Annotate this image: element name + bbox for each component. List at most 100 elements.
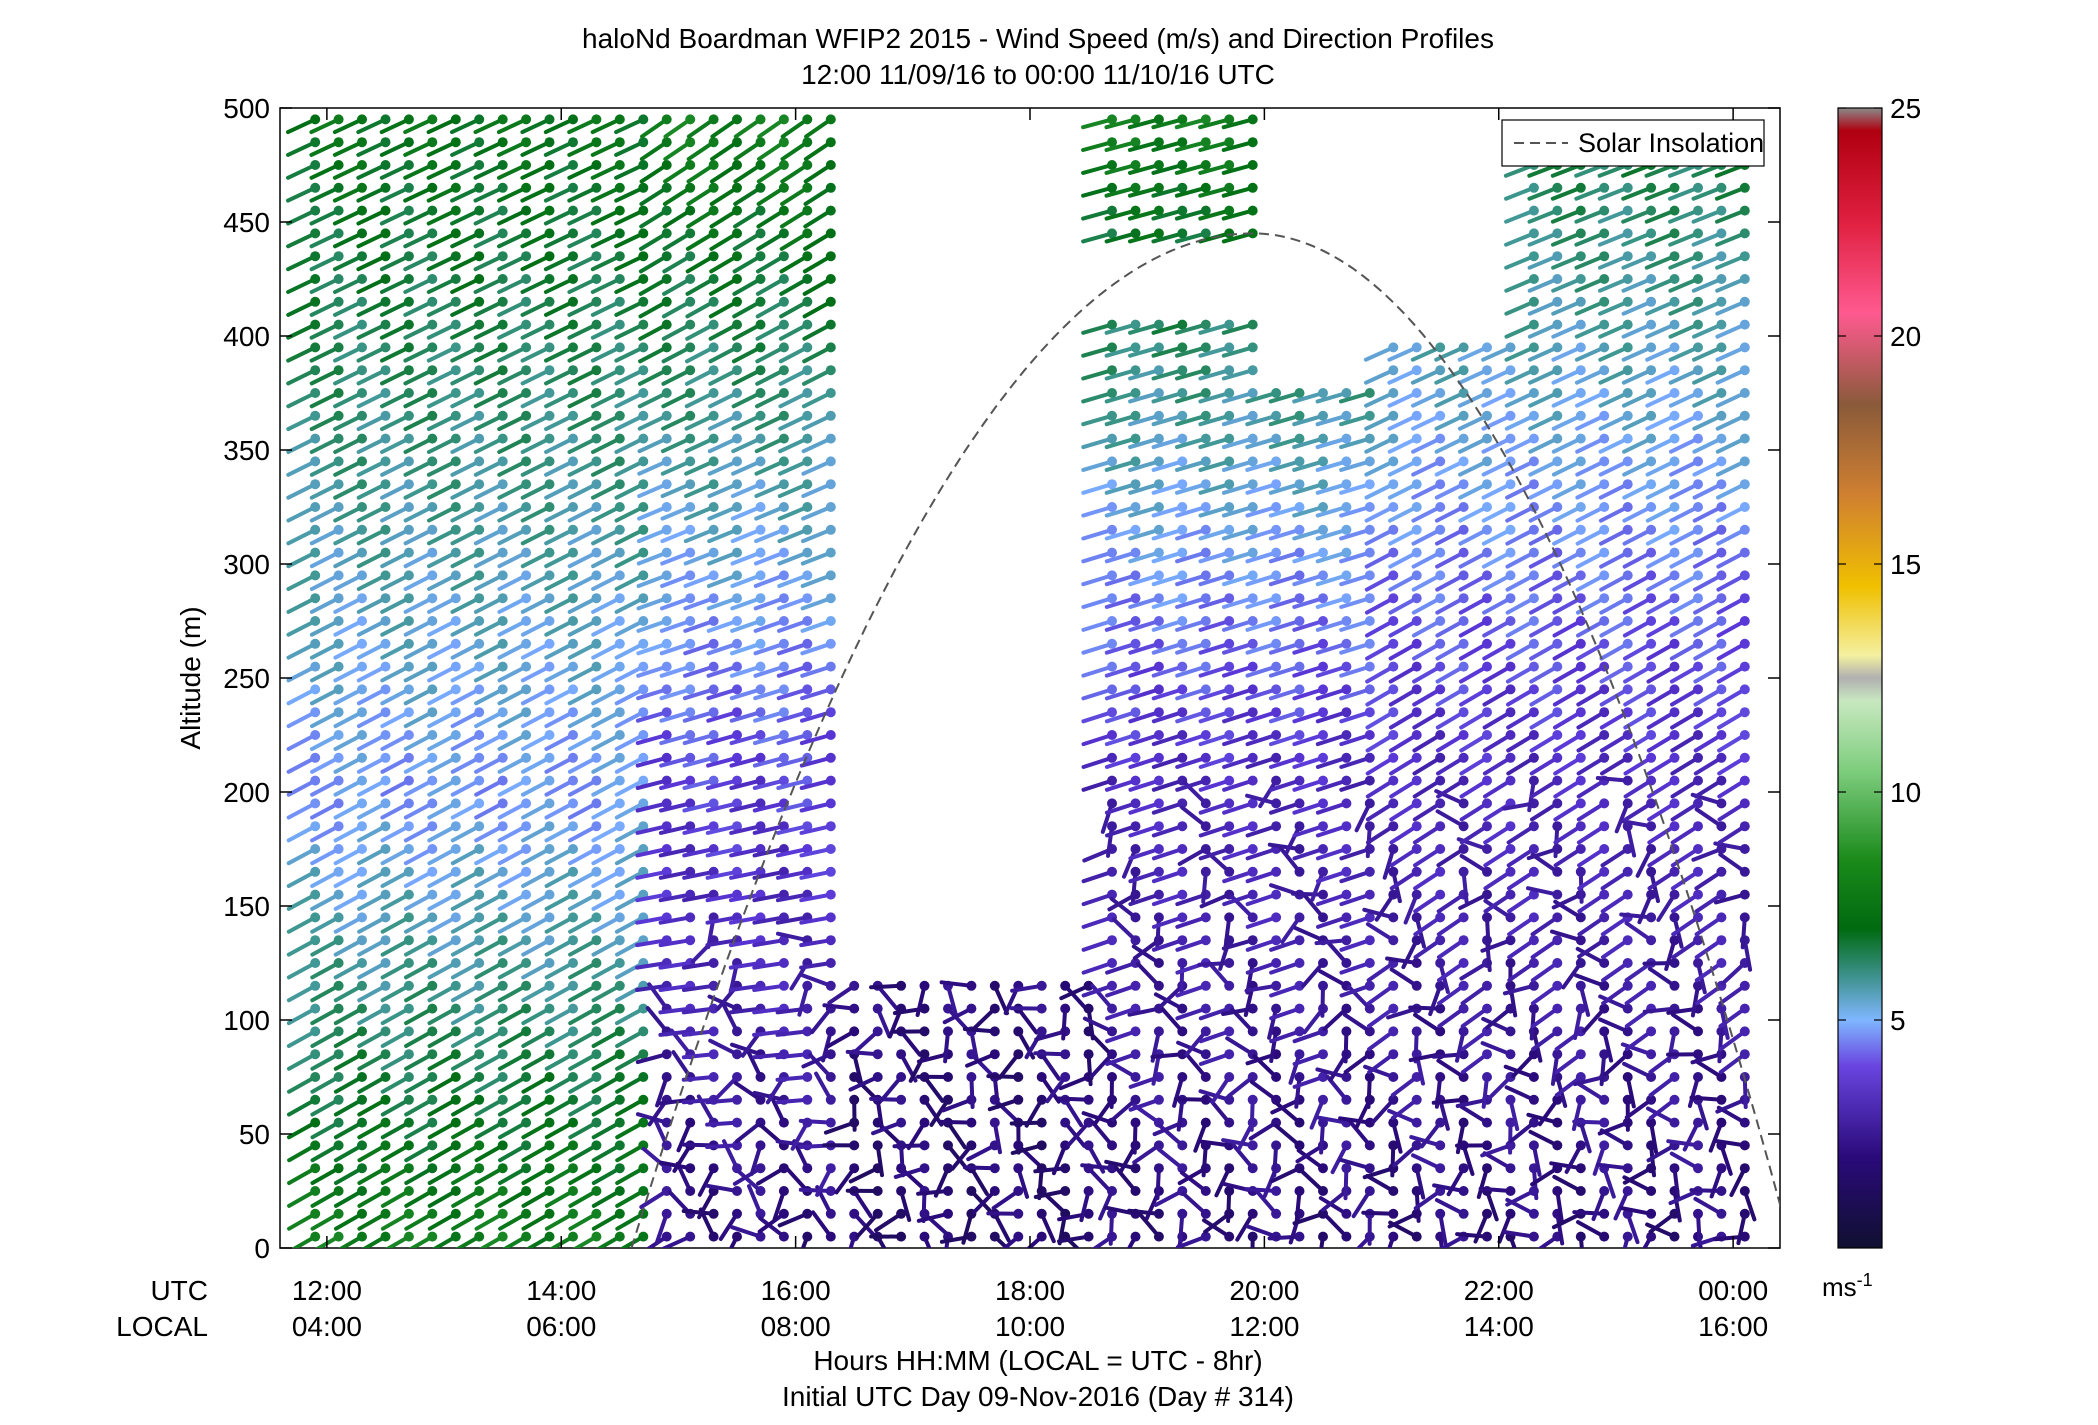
wind-barb-dot	[1271, 958, 1282, 968]
wind-barb	[1177, 1166, 1208, 1186]
wind-barb	[1292, 505, 1325, 518]
wind-barb-dot	[474, 1049, 485, 1060]
wind-barb-dot	[1177, 524, 1188, 535]
wind-barb	[544, 505, 575, 523]
wind-barb-dot	[1435, 502, 1446, 512]
wind-barb-dot	[427, 752, 438, 763]
wind-barb	[614, 550, 646, 569]
wind-barb-dot	[1646, 524, 1657, 535]
wind-barb	[380, 391, 411, 409]
wind-barb-dot	[685, 593, 696, 604]
wind-barb-dot	[614, 1208, 625, 1219]
wind-barb	[1691, 231, 1724, 247]
wind-barb	[756, 231, 786, 251]
wind-barb	[1175, 1006, 1208, 1021]
wind-barb-dot	[1318, 684, 1328, 695]
wind-barb	[1551, 345, 1583, 362]
wind-barb-dot	[333, 752, 344, 763]
wind-barb-dot	[1575, 502, 1586, 512]
wind-barb-dot	[544, 638, 555, 649]
wind-barb-dot	[1388, 1117, 1399, 1128]
wind-barb-dot	[310, 1094, 321, 1105]
wind-barb	[848, 1166, 880, 1184]
wind-barb	[1269, 983, 1302, 998]
wind-barb-dot	[661, 182, 672, 193]
wind-barb-dot	[380, 798, 391, 809]
wind-barb-dot	[1435, 1003, 1446, 1014]
wind-barb	[286, 140, 318, 157]
wind-barb-dot	[1060, 1049, 1071, 1060]
wind-barb-dot	[568, 593, 578, 604]
wind-barb-dot	[638, 182, 649, 193]
wind-barb	[757, 140, 786, 161]
wind-barb-dot	[919, 1231, 930, 1242]
wind-barb	[310, 1143, 341, 1163]
wind-barb-dot	[1646, 456, 1657, 467]
wind-barb-dot	[1224, 205, 1235, 216]
wind-barb	[728, 938, 763, 948]
wind-barb	[1016, 1166, 1030, 1199]
wind-barb-dot	[427, 182, 438, 193]
wind-barb	[1389, 824, 1419, 845]
wind-barb-dot	[591, 160, 602, 170]
wind-barb	[614, 915, 646, 934]
wind-barb	[380, 527, 411, 546]
wind-barb-dot	[1271, 1003, 1282, 1014]
wind-barb	[1412, 755, 1443, 776]
wind-barb-dot	[1693, 684, 1703, 695]
wind-barb-dot	[638, 1026, 649, 1037]
wind-barb-dot	[708, 342, 719, 353]
wind-barb-dot	[1716, 228, 1727, 239]
wind-barb	[1128, 733, 1161, 747]
wind-barb-dot	[614, 661, 625, 672]
wind-barb-dot	[1224, 684, 1235, 695]
wind-barb	[543, 163, 575, 180]
wind-barb	[286, 664, 318, 683]
wind-barb	[333, 1143, 364, 1163]
wind-barb-dot	[1435, 707, 1446, 718]
wind-barb-dot	[1622, 479, 1633, 490]
wind-barb-dot	[755, 752, 766, 763]
wind-barb	[685, 277, 716, 296]
wind-barb-dot	[333, 889, 344, 900]
wind-barb	[1600, 847, 1630, 868]
wind-barb	[614, 619, 646, 637]
wind-barb	[855, 1211, 880, 1239]
wind-barb-dot	[474, 1140, 485, 1151]
wind-barb-dot	[1364, 1186, 1375, 1196]
wind-barb	[310, 1075, 341, 1094]
wind-barb-dot	[1458, 638, 1469, 649]
wind-barb-dot	[357, 844, 367, 854]
wind-barb	[356, 299, 388, 317]
wind-barb-dot	[1552, 1049, 1563, 1060]
wind-barb	[1127, 140, 1161, 152]
wind-barb-dot	[614, 775, 625, 786]
wind-barb-dot	[403, 479, 414, 490]
wind-barb-dot	[1575, 638, 1586, 649]
wind-barb-dot	[1294, 456, 1305, 467]
wind-barb-dot	[1411, 502, 1422, 512]
wind-barb	[1575, 436, 1607, 454]
wind-barb-dot	[708, 251, 719, 262]
wind-barb	[639, 1189, 669, 1209]
wind-barb-dot	[427, 205, 438, 216]
wind-barb	[1314, 938, 1349, 946]
wind-barb-dot	[1528, 980, 1539, 991]
wind-barb	[309, 140, 341, 157]
wind-barb-dot	[380, 1117, 391, 1128]
wind-barb-dot	[380, 593, 391, 604]
wind-barb-dot	[896, 980, 907, 991]
wind-barb-dot	[989, 1231, 1000, 1242]
wind-barb	[1292, 436, 1325, 450]
wind-barb	[778, 391, 810, 409]
wind-barb	[1412, 801, 1443, 822]
wind-barb-dot	[1646, 228, 1657, 239]
wind-barb-dot	[568, 661, 578, 672]
wind-barb-dot	[333, 502, 344, 512]
wind-barb-dot	[310, 616, 321, 626]
wind-barb-dot	[1107, 616, 1117, 626]
wind-barb-dot	[1388, 1072, 1399, 1082]
wind-barb-dot	[1060, 1117, 1071, 1128]
wind-barb-dot	[380, 182, 391, 193]
wind-barb	[682, 801, 716, 813]
